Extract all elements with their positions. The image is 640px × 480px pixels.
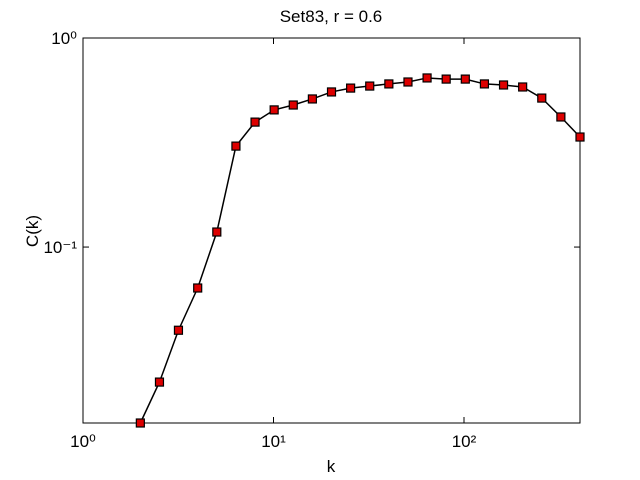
data-marker <box>212 227 222 237</box>
y-axis-label: C(k) <box>23 215 42 247</box>
data-marker <box>135 418 145 428</box>
data-marker <box>537 93 547 103</box>
data-marker <box>346 83 356 93</box>
data-marker <box>403 77 413 87</box>
data-marker <box>288 100 298 110</box>
data-marker <box>556 112 566 122</box>
data-marker <box>365 81 375 91</box>
x-tick-label: 10² <box>452 432 477 451</box>
data-marker <box>460 74 470 84</box>
chart-title: Set83, r = 0.6 <box>280 7 383 26</box>
x-tick-label: 10¹ <box>261 432 286 451</box>
data-marker <box>422 73 432 83</box>
x-tick-label: 10⁰ <box>70 432 96 451</box>
y-tick-label: 10⁰ <box>51 29 77 48</box>
data-marker <box>250 117 260 127</box>
plot-area <box>82 37 581 424</box>
data-marker <box>307 94 317 104</box>
data-marker <box>269 105 279 115</box>
data-marker <box>173 325 184 335</box>
data-marker <box>326 87 337 97</box>
data-marker <box>384 79 394 89</box>
data-marker <box>231 141 241 151</box>
data-marker <box>193 283 203 293</box>
data-marker <box>498 80 509 90</box>
data-marker <box>518 82 528 92</box>
data-marker <box>441 74 451 84</box>
data-marker <box>154 377 165 387</box>
x-axis-label: k <box>327 457 336 476</box>
data-marker <box>479 79 490 89</box>
y-tick-label: 10⁻¹ <box>43 238 77 257</box>
data-marker <box>575 132 585 142</box>
